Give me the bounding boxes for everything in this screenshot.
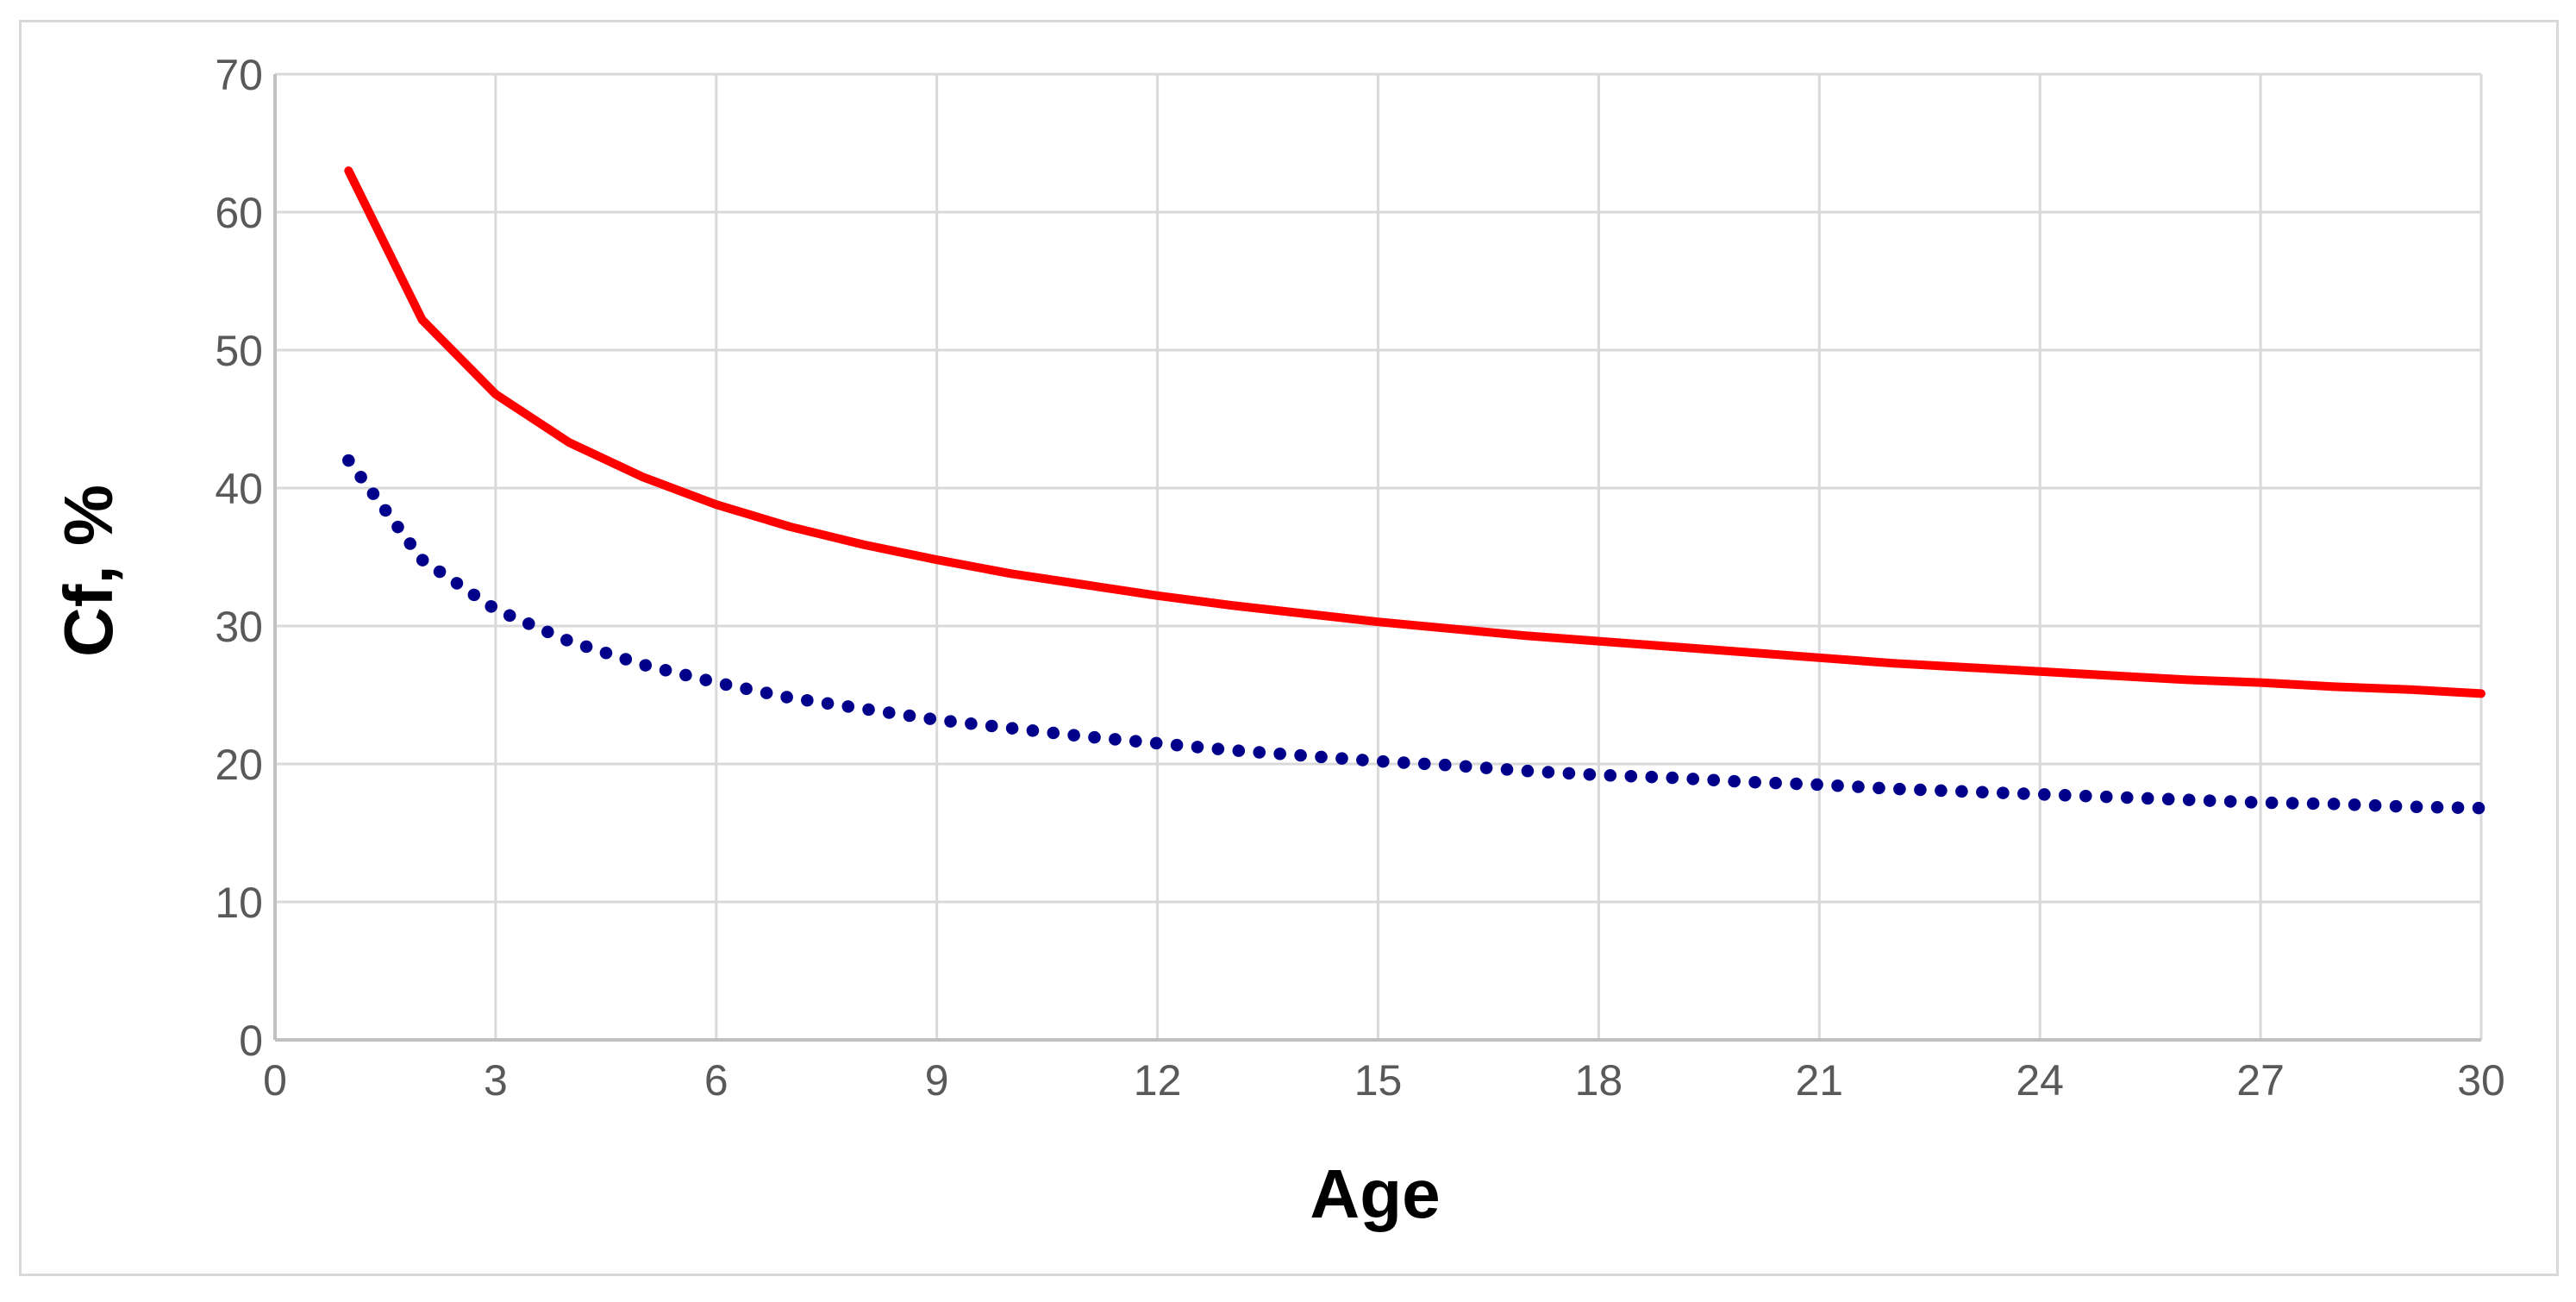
x-tick-label: 12 bbox=[1134, 1056, 1182, 1105]
y-tick-label: 30 bbox=[215, 603, 263, 651]
x-tick-label: 24 bbox=[2016, 1056, 2064, 1105]
x-tick-label: 6 bbox=[704, 1056, 728, 1105]
y-tick-label: 50 bbox=[215, 327, 263, 375]
x-axis-title: Age bbox=[1310, 1155, 1440, 1232]
x-tick-label: 0 bbox=[263, 1056, 287, 1105]
x-tick-label: 30 bbox=[2457, 1056, 2505, 1105]
y-axis-title: Cf, % bbox=[50, 485, 127, 657]
figure-border bbox=[19, 20, 2559, 1276]
axis-lines bbox=[273, 74, 2481, 1042]
y-tick-label: 10 bbox=[215, 879, 263, 927]
x-tick-label: 3 bbox=[484, 1056, 508, 1105]
line-series-1-solid bbox=[344, 166, 2485, 698]
x-tick-label: 27 bbox=[2236, 1056, 2285, 1105]
x-tick-label: 21 bbox=[1795, 1056, 1843, 1105]
y-tick-label: 70 bbox=[215, 51, 263, 99]
y-tick-label: 60 bbox=[215, 189, 263, 237]
data-series bbox=[342, 166, 2488, 815]
x-tick-label: 18 bbox=[1575, 1056, 1623, 1105]
y-tick-label: 40 bbox=[215, 465, 263, 513]
tick-labels: 0 3 6 9 12 15 18 21 24 27 30 0 10 20 30 40 50 60 70 bbox=[215, 51, 2504, 1105]
y-tick-label: 20 bbox=[215, 741, 263, 789]
y-tick-label: 0 bbox=[239, 1017, 263, 1065]
x-tick-label: 9 bbox=[925, 1056, 949, 1105]
line-series-2-dotted bbox=[342, 454, 2488, 815]
x-tick-label: 15 bbox=[1354, 1056, 1403, 1105]
